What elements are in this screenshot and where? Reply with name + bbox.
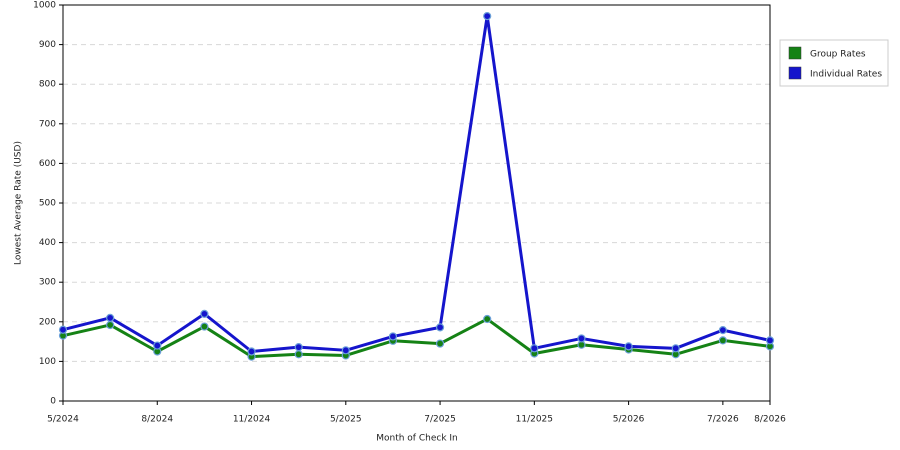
- x-tick-label: 11/2024: [233, 415, 271, 425]
- data-point: [435, 339, 445, 348]
- y-tick-label: 600: [39, 159, 56, 169]
- y-tick-label: 400: [39, 238, 56, 248]
- x-tick-label: 8/2026: [754, 415, 786, 425]
- y-tick-label: 1000: [33, 1, 56, 11]
- x-tick-label: 7/2026: [707, 415, 739, 425]
- data-point: [435, 323, 445, 332]
- y-tick-label: 700: [39, 119, 56, 129]
- y-tick-label: 100: [39, 357, 56, 367]
- x-tick-label: 5/2025: [330, 415, 362, 425]
- data-point: [765, 336, 775, 345]
- data-point: [247, 347, 256, 356]
- data-point: [341, 346, 350, 355]
- x-tick-label: 11/2025: [516, 415, 553, 425]
- data-point: [718, 326, 727, 335]
- data-point: [483, 314, 492, 324]
- series-line: [62, 317, 771, 359]
- x-tick-label: 5/2024: [47, 415, 79, 425]
- y-tick-label: 300: [39, 278, 56, 288]
- legend-swatch: [788, 46, 802, 60]
- data-point: [58, 325, 68, 334]
- y-tick-label: 0: [50, 397, 56, 407]
- x-axis-title: Month of Check In: [376, 434, 458, 444]
- data-point: [106, 320, 115, 330]
- series-line: [62, 14, 771, 353]
- y-axis-title: Lowest Average Rate (USD): [14, 141, 24, 265]
- data-point: [200, 309, 209, 318]
- data-point: [718, 336, 727, 345]
- data-point: [388, 332, 398, 341]
- data-point: [577, 334, 586, 343]
- y-tick-label: 900: [39, 40, 56, 50]
- y-tick-label: 500: [39, 199, 56, 209]
- x-tick-label: 8/2024: [141, 415, 173, 425]
- data-point: [294, 343, 303, 352]
- data-point: [153, 341, 162, 350]
- legend-label: Individual Rates: [810, 70, 882, 80]
- data-point: [483, 11, 492, 21]
- x-tick-label: 5/2026: [613, 415, 645, 425]
- data-point: [530, 344, 539, 353]
- data-point: [200, 322, 209, 331]
- y-tick-label: 200: [39, 317, 56, 327]
- data-point: [671, 344, 680, 353]
- plot-frame: [62, 4, 771, 402]
- data-point: [624, 342, 633, 351]
- y-tick-label: 800: [39, 80, 56, 90]
- legend-swatch: [788, 66, 802, 80]
- data-point: [106, 313, 115, 322]
- data-point: [294, 350, 303, 359]
- x-tick-label: 7/2025: [424, 415, 456, 425]
- legend-label: Group Rates: [810, 50, 866, 60]
